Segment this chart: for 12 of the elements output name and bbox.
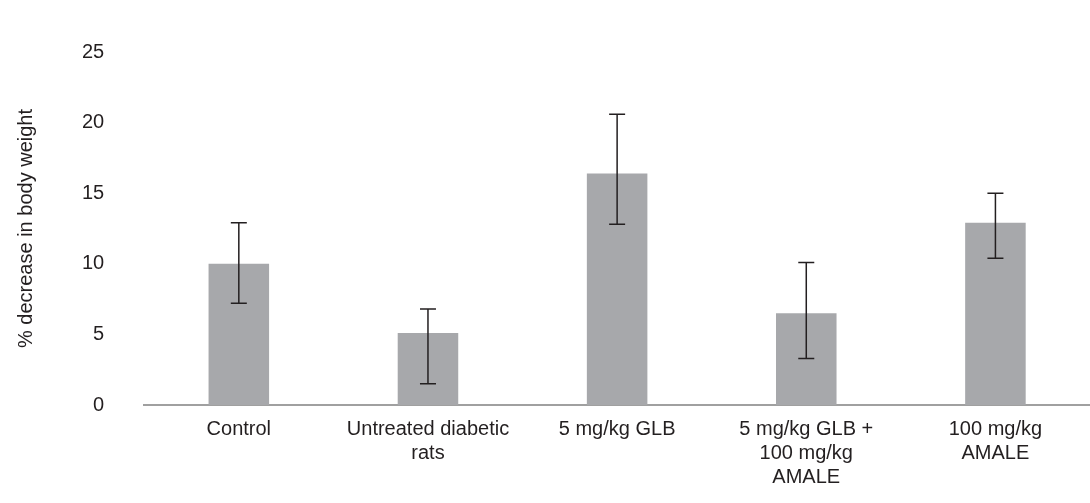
y-axis-title: % decrease in body weight: [13, 108, 36, 349]
y-tick-label: 5: [93, 321, 105, 344]
x-tick-label: 100 mg/kg AMALE: [948, 416, 1043, 463]
x-tick-label: Control: [206, 416, 272, 439]
y-tick-label: 0: [93, 392, 105, 415]
x-tick-label: Untreated diabetic rats: [346, 416, 510, 463]
x-tick-label: 5 mg/kg GLB: [558, 416, 676, 439]
y-tick-label: 10: [82, 251, 105, 274]
y-tick-label: 25: [82, 39, 105, 62]
y-tick-label: 15: [82, 180, 105, 203]
y-tick-label: 20: [82, 110, 105, 133]
x-tick-label: 5 mg/kg GLB + 100 mg/kg AMALE: [739, 416, 874, 487]
